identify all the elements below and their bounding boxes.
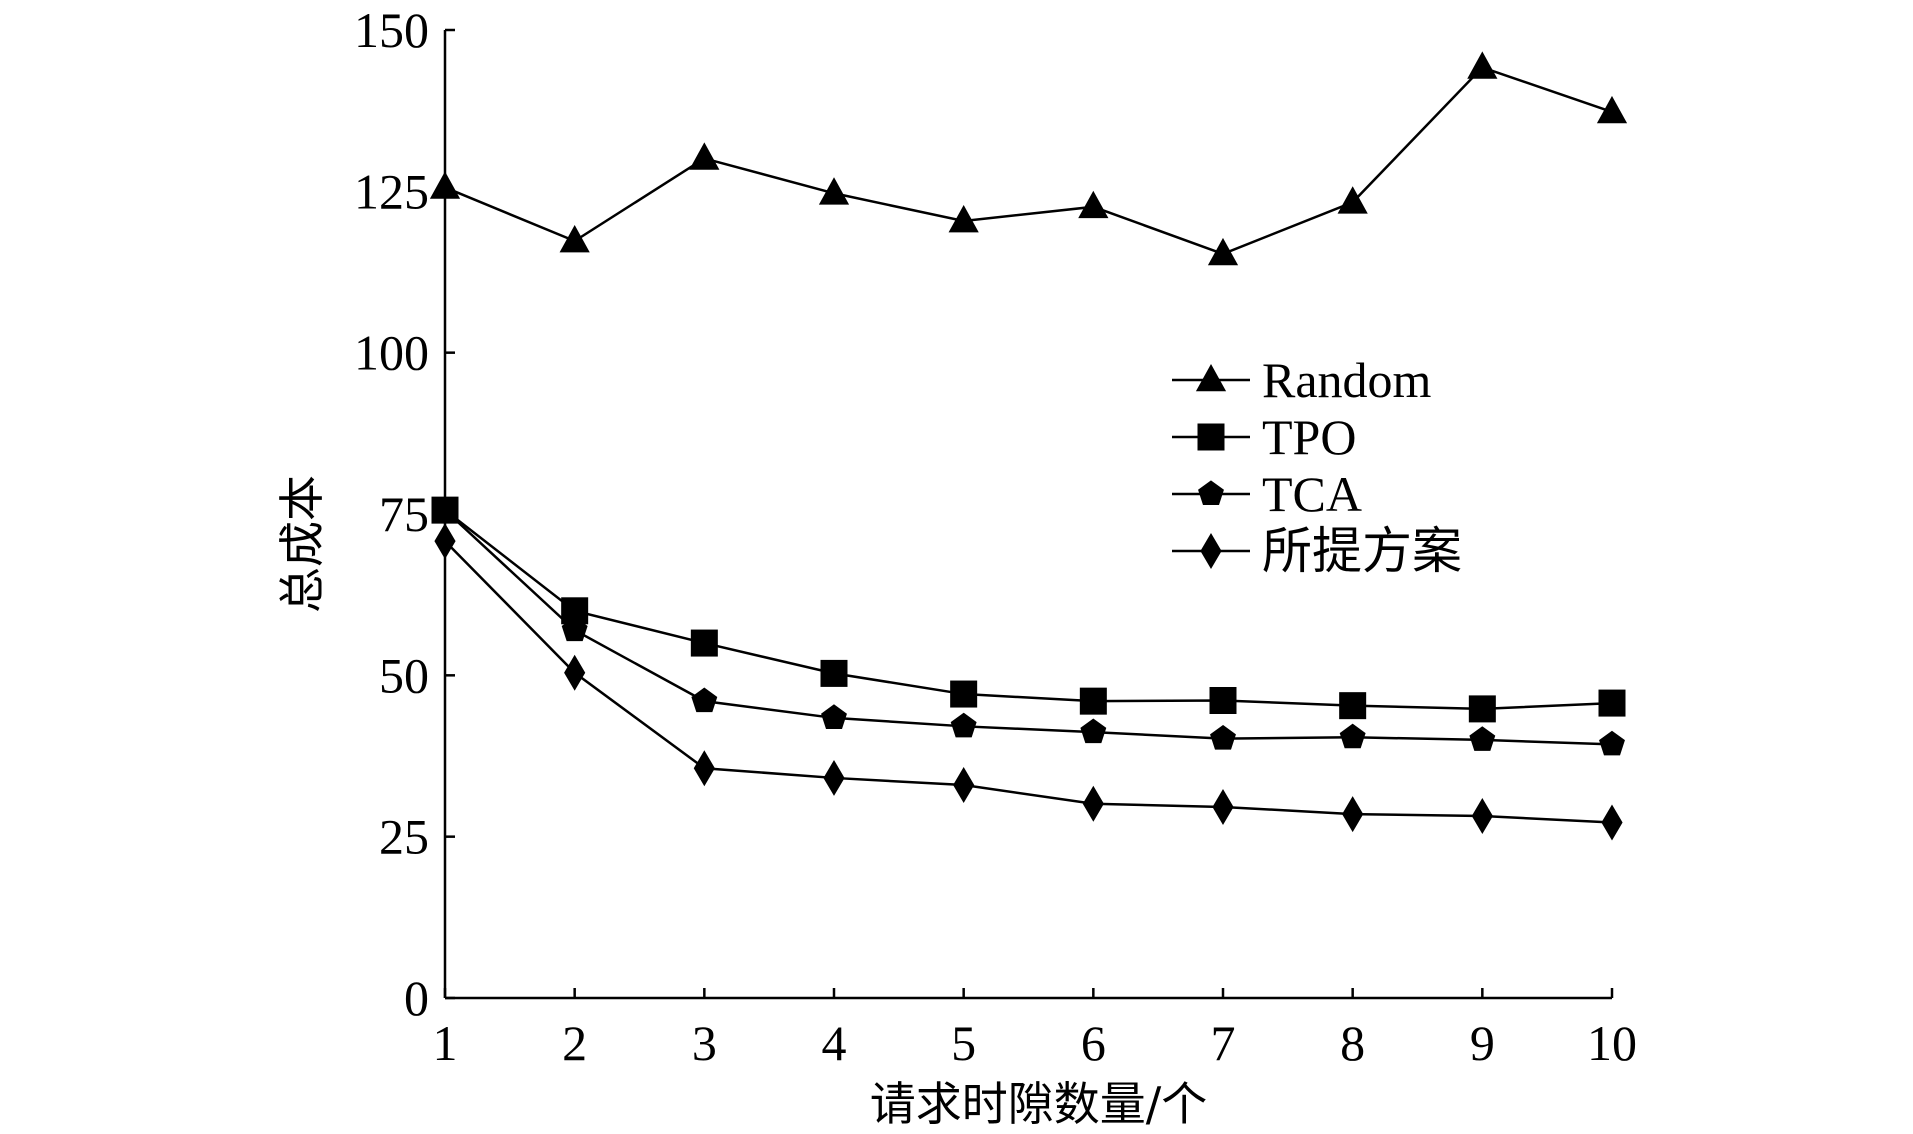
- x-tick-label: 2: [562, 1015, 587, 1071]
- y-axis-title: 总成本: [275, 475, 329, 613]
- data-point: [1598, 689, 1626, 717]
- data-point: [1339, 723, 1366, 749]
- data-point: [823, 759, 845, 796]
- legend-marker: [1195, 363, 1227, 392]
- series-2: [431, 496, 1626, 723]
- data-point: [434, 523, 456, 560]
- series-line: [444, 540, 1613, 824]
- legend-label: Random: [1262, 352, 1432, 408]
- data-point: [950, 680, 978, 708]
- data-point: [1601, 804, 1623, 841]
- x-tick-label: 7: [1211, 1015, 1236, 1071]
- series-line: [444, 509, 1613, 746]
- data-point: [1337, 186, 1368, 214]
- legend-label: TPO: [1262, 409, 1356, 465]
- data-point: [1207, 237, 1239, 266]
- x-tick-label: 4: [822, 1015, 847, 1071]
- legend-marker: [1200, 533, 1222, 569]
- data-point: [1080, 718, 1107, 744]
- series-line: [444, 509, 1613, 711]
- data-point: [818, 177, 850, 205]
- data-point: [1078, 190, 1109, 219]
- x-tick-label: 1: [433, 1015, 458, 1071]
- legend-label: TCA: [1262, 466, 1362, 522]
- series-1: [429, 51, 1628, 266]
- data-point: [1342, 796, 1364, 833]
- series-4: [434, 523, 1623, 841]
- y-tick-label: 25: [379, 809, 429, 865]
- data-point: [1209, 687, 1237, 715]
- data-point: [1596, 95, 1628, 124]
- data-point: [1082, 785, 1104, 822]
- series-3: [432, 496, 1625, 756]
- data-point: [821, 704, 847, 729]
- data-point: [690, 629, 718, 657]
- data-point: [564, 654, 586, 691]
- data-point: [432, 496, 458, 522]
- legend-entry: 所提方案: [1172, 523, 1462, 579]
- data-point: [559, 224, 590, 253]
- data-point: [561, 616, 588, 642]
- legend-entry: TCA: [1172, 466, 1362, 522]
- x-tick-label: 8: [1340, 1015, 1365, 1071]
- series-group: [429, 51, 1628, 841]
- legend-marker: [1198, 480, 1224, 506]
- y-tick-label: 100: [354, 325, 429, 381]
- x-tick-label: 9: [1470, 1015, 1495, 1071]
- data-point: [691, 687, 718, 713]
- y-tick-label: 150: [354, 2, 429, 58]
- data-point: [1471, 798, 1493, 835]
- series-line: [444, 65, 1613, 256]
- data-point: [693, 750, 715, 787]
- x-axis-title: 请求时隙数量/个: [870, 1077, 1208, 1131]
- legend-marker: [1197, 423, 1225, 451]
- legend-entry: TPO: [1172, 409, 1356, 465]
- x-tick-label: 6: [1081, 1015, 1106, 1071]
- data-point: [948, 204, 979, 233]
- data-point: [1469, 726, 1496, 751]
- data-point: [953, 767, 975, 804]
- legend-label: 所提方案: [1262, 523, 1462, 579]
- y-tick-label: 75: [379, 486, 429, 542]
- data-point: [950, 712, 977, 738]
- x-tick-label: 10: [1587, 1015, 1637, 1071]
- data-point: [820, 659, 848, 687]
- y-tick-label: 50: [379, 647, 429, 703]
- legend-entry: Random: [1172, 352, 1432, 408]
- y-tick-label: 125: [354, 163, 429, 219]
- data-point: [1079, 687, 1107, 715]
- data-point: [1467, 51, 1498, 79]
- data-point: [1599, 730, 1625, 756]
- data-point: [689, 142, 720, 170]
- data-point: [1468, 695, 1496, 723]
- data-point: [1339, 692, 1367, 720]
- y-tick-label: 0: [404, 970, 429, 1026]
- data-point: [1212, 788, 1234, 825]
- x-tick-label: 5: [951, 1015, 976, 1071]
- data-point: [1210, 724, 1236, 750]
- data-point: [429, 171, 461, 199]
- x-tick-label: 3: [692, 1015, 717, 1071]
